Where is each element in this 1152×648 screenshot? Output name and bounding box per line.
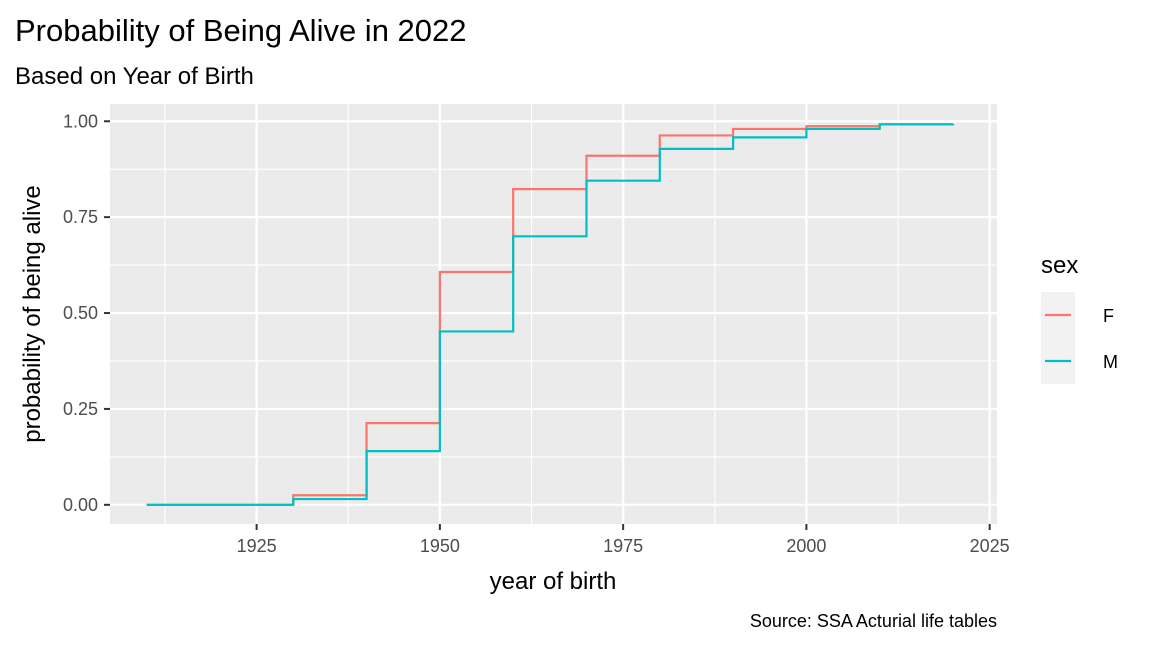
y-axis-ticks: 0.00 0.25 0.50 0.75 1.00 <box>63 111 110 515</box>
y-tick-label: 0.00 <box>63 495 98 515</box>
y-tick-label: 1.00 <box>63 111 98 131</box>
chart-caption: Source: SSA Acturial life tables <box>750 611 997 631</box>
series-lines <box>146 123 955 506</box>
legend: sex F M <box>1041 252 1118 384</box>
y-tick-label: 0.50 <box>63 303 98 323</box>
y-axis-title: probability of being alive <box>19 185 46 443</box>
x-tick-label: 1950 <box>420 536 460 556</box>
x-tick-label: 1925 <box>237 536 277 556</box>
x-tick-label: 2000 <box>786 536 826 556</box>
y-tick-label: 0.25 <box>63 399 98 419</box>
x-axis-ticks: 1925 1950 1975 2000 2025 <box>237 524 1010 556</box>
x-tick-label: 1975 <box>603 536 643 556</box>
chart-subtitle: Based on Year of Birth <box>15 63 254 90</box>
y-tick-label: 0.75 <box>63 207 98 227</box>
chart-title: Probability of Being Alive in 2022 <box>15 13 467 48</box>
legend-label-F: F <box>1103 306 1114 326</box>
series-line-F <box>146 123 955 506</box>
x-axis-title: year of birth <box>490 568 617 595</box>
series-line-M <box>146 123 955 506</box>
x-tick-label: 2025 <box>970 536 1010 556</box>
legend-title: sex <box>1041 252 1078 279</box>
legend-label-M: M <box>1103 352 1118 372</box>
